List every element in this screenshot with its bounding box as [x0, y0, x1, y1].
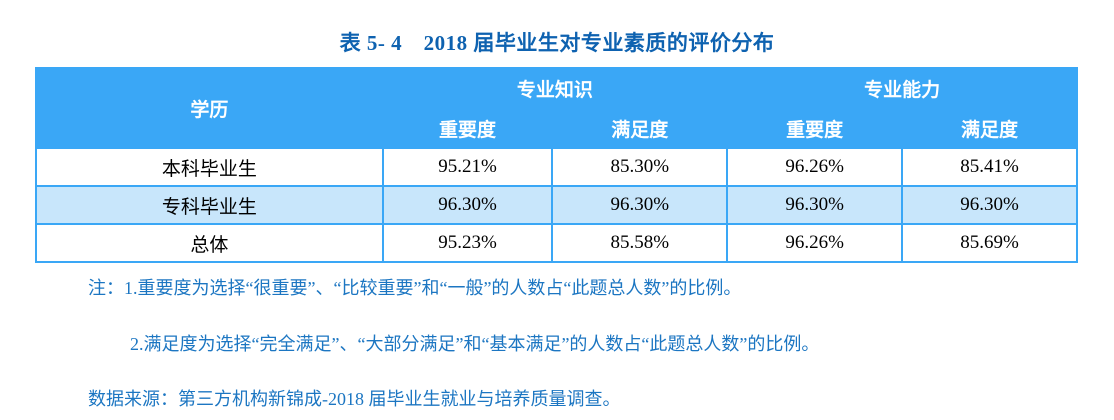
- evaluation-table: 学历 专业知识 专业能力 重要度 满足度 重要度 满足度 本科毕业生 95.21…: [35, 67, 1078, 263]
- table-cell: 85.30%: [551, 147, 729, 187]
- table-cell: 85.58%: [551, 223, 729, 263]
- table-header: 学历 专业知识 专业能力 重要度 满足度 重要度 满足度: [35, 67, 1078, 149]
- footnote-importance: 注：1.重要度为选择“很重要”、“比较重要”和“一般”的人数占“此题总人数”的比…: [88, 278, 742, 298]
- table-cell: 95.21%: [381, 147, 554, 187]
- row-label: 本科毕业生: [35, 147, 384, 187]
- footnote-satisfaction: 2.满足度为选择“完全满足”、“大部分满足”和“基本满足”的人数占“此题总人数”…: [130, 334, 820, 354]
- header-ability-importance: 重要度: [726, 107, 904, 149]
- table-row-undergraduate: 本科毕业生 95.21% 85.30% 96.26% 85.41%: [35, 147, 1078, 187]
- row-label: 专科毕业生: [35, 185, 384, 225]
- table-cell: 96.30%: [901, 185, 1078, 225]
- table-cell: 96.26%: [726, 223, 904, 263]
- row-label: 总体: [35, 223, 384, 263]
- table-row-vocational: 专科毕业生 96.30% 96.30% 96.30% 96.30%: [35, 185, 1078, 225]
- header-ability-satisfaction: 满足度: [901, 107, 1078, 149]
- header-education: 学历: [35, 67, 384, 149]
- data-source: 数据来源：第三方机构新锦成-2018 届毕业生就业与培养质量调查。: [88, 389, 621, 409]
- table-cell: 96.26%: [726, 147, 904, 187]
- header-knowledge-satisfaction: 满足度: [551, 107, 729, 149]
- table-cell: 85.41%: [901, 147, 1078, 187]
- table-cell: 96.30%: [381, 185, 554, 225]
- table-cell: 96.30%: [726, 185, 904, 225]
- table-cell: 96.30%: [551, 185, 729, 225]
- table-row-overall: 总体 95.23% 85.58% 96.26% 85.69%: [35, 223, 1078, 263]
- table-title: 表 5- 4 2018 届毕业生对专业素质的评价分布: [339, 31, 775, 55]
- table-cell: 85.69%: [901, 223, 1078, 263]
- header-group-ability: 专业能力: [726, 67, 1078, 109]
- header-group-knowledge: 专业知识: [381, 67, 729, 109]
- header-knowledge-importance: 重要度: [381, 107, 554, 149]
- table-cell: 95.23%: [381, 223, 554, 263]
